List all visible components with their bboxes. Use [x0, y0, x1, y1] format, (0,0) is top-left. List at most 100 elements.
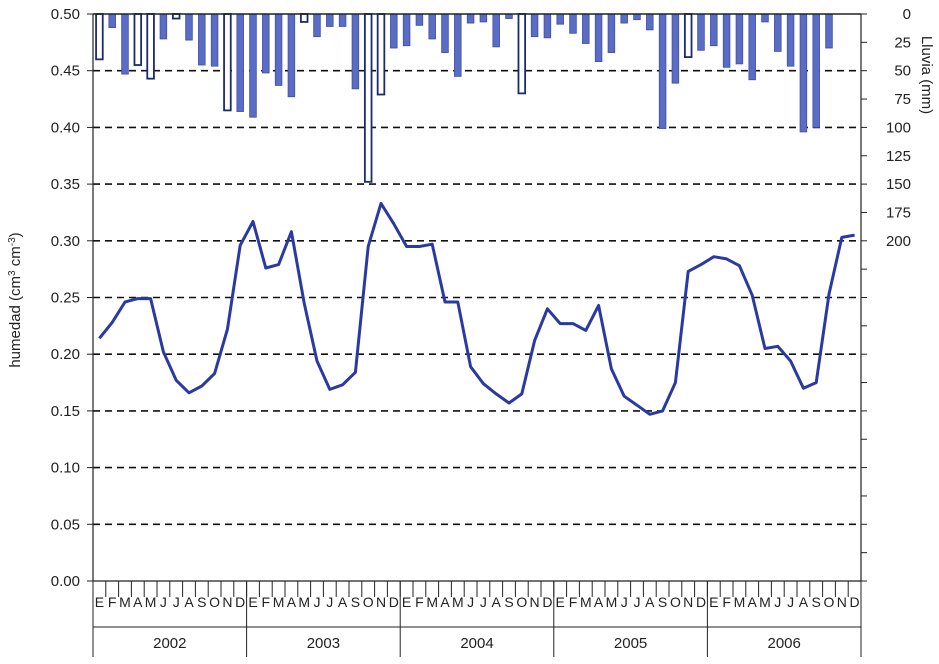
month-label: D — [235, 594, 245, 610]
rain-bar — [198, 13, 206, 66]
y-tick-label: 0.50 — [51, 6, 80, 23]
rain-bar — [428, 13, 436, 40]
year-label: 2005 — [614, 635, 647, 652]
month-label: F — [415, 594, 424, 610]
y-tick-label: 0.30 — [51, 233, 80, 250]
month-label: D — [389, 594, 399, 610]
y-tick-label: 0.25 — [51, 290, 80, 307]
month-label: F — [569, 594, 578, 610]
rain-bar — [466, 13, 475, 24]
month-label: J — [621, 594, 628, 610]
rain-bar — [543, 13, 552, 39]
rain-bar — [761, 13, 769, 23]
rain-bar — [479, 13, 488, 23]
rain-bar — [812, 13, 820, 128]
month-label: M — [298, 594, 310, 610]
rain-bar — [774, 13, 782, 52]
rain-bar — [710, 13, 718, 47]
rain-bar — [454, 13, 462, 77]
month-label: O — [516, 594, 527, 610]
month-label: M — [119, 594, 131, 610]
rain-bar — [313, 13, 321, 38]
month-label: E — [248, 594, 257, 610]
month-label: J — [480, 594, 487, 610]
rain-bar — [569, 13, 577, 34]
rain-bar — [326, 13, 334, 27]
y-tick-label: 0.00 — [51, 573, 80, 590]
rain-bar — [146, 13, 155, 80]
month-label: D — [850, 594, 860, 610]
month-label: J — [467, 594, 474, 610]
y-tick-label: 0.45 — [51, 63, 80, 80]
y-tick-label: 0.20 — [51, 346, 80, 363]
month-label: D — [542, 594, 552, 610]
rain-bar — [185, 13, 193, 41]
rain-bar — [262, 13, 270, 74]
month-label: M — [452, 594, 464, 610]
rain-bar — [338, 13, 347, 27]
month-label: O — [209, 594, 220, 610]
rain-bar — [351, 13, 360, 90]
y-axis-title: humedad (cm3 cm-3) — [7, 232, 25, 367]
month-label: N — [376, 594, 386, 610]
month-label: J — [787, 594, 794, 610]
month-label: M — [145, 594, 157, 610]
soil-moisture-line — [98, 201, 855, 416]
month-label: N — [530, 594, 540, 610]
month-label: F — [262, 594, 271, 610]
rain-bar — [108, 13, 116, 29]
y2-tick-label: 125 — [886, 148, 911, 165]
rain-bar — [620, 13, 628, 24]
month-label: A — [287, 594, 297, 610]
month-label: O — [363, 594, 374, 610]
rain-bar — [223, 13, 232, 112]
y-tick-label: 0.05 — [51, 516, 80, 533]
month-label: M — [759, 594, 771, 610]
month-label: M — [273, 594, 285, 610]
month-label: J — [326, 594, 333, 610]
rain-bar — [299, 13, 309, 23]
month-label: A — [184, 594, 194, 610]
month-label: A — [133, 594, 143, 610]
month-label: J — [314, 594, 321, 610]
month-label: E — [95, 594, 104, 610]
month-label: M — [606, 594, 618, 610]
rain-bar — [159, 13, 168, 40]
month-label: A — [645, 594, 655, 610]
month-label: O — [824, 594, 835, 610]
month-label: N — [683, 594, 693, 610]
rain-bar — [363, 13, 373, 183]
rain-bar — [646, 13, 654, 31]
year-label: 2003 — [307, 635, 340, 652]
month-label: O — [670, 594, 681, 610]
rain-bar — [210, 13, 219, 67]
rain-bar — [658, 13, 667, 129]
month-label: N — [222, 594, 232, 610]
y2-tick-label: 75 — [894, 91, 911, 108]
year-label: 2004 — [460, 635, 493, 652]
y2-tick-label: 175 — [886, 204, 911, 221]
rain-bar — [735, 13, 744, 65]
month-label: M — [426, 594, 438, 610]
rain-bar — [683, 13, 693, 58]
rain-bar — [133, 13, 143, 66]
month-label: S — [351, 594, 360, 610]
rain-bar — [249, 13, 257, 118]
rain-bar — [492, 13, 500, 48]
month-label: E — [709, 594, 718, 610]
y2-tick-label: 0 — [903, 6, 911, 23]
y-tick-label: 0.10 — [51, 460, 80, 477]
month-label: A — [748, 594, 758, 610]
rain-bar — [633, 13, 641, 21]
year-label: 2006 — [768, 635, 801, 652]
rain-bar — [441, 13, 449, 53]
rain-bar — [415, 13, 424, 26]
rain-bar — [825, 13, 833, 49]
month-label: M — [580, 594, 592, 610]
y2-axis-title: Lluvia (mm) — [918, 36, 935, 114]
month-label: S — [812, 594, 821, 610]
y-tick-label: 0.40 — [51, 119, 80, 136]
rain-bar — [722, 13, 731, 68]
y2-tick-label: 150 — [886, 176, 911, 193]
